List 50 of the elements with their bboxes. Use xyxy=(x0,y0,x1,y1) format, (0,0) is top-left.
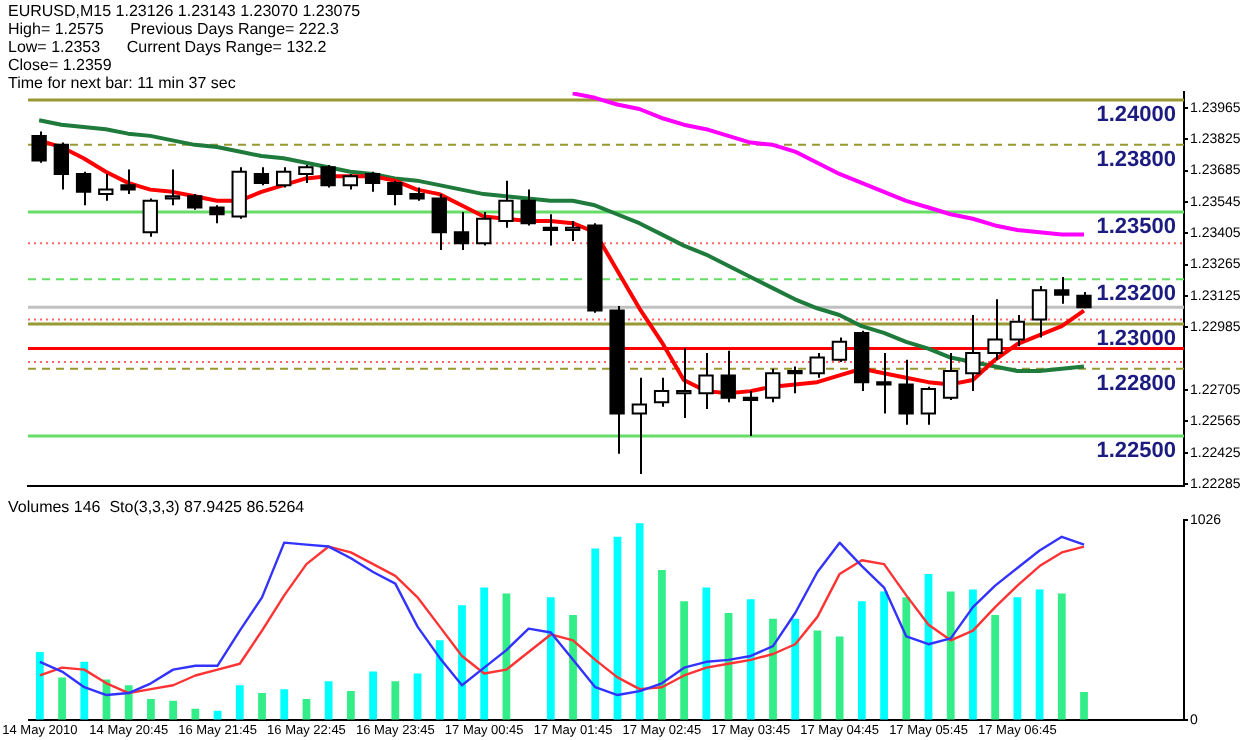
bar xyxy=(658,570,666,720)
ref-line-label: 1.22500 xyxy=(1096,438,1176,463)
bar xyxy=(435,640,444,720)
ref-line-label: 1.23000 xyxy=(1096,327,1176,352)
bar xyxy=(346,691,355,720)
bar xyxy=(480,587,489,720)
bar xyxy=(391,681,400,720)
bar xyxy=(458,605,466,720)
bar xyxy=(191,708,200,720)
bar xyxy=(324,681,333,720)
bar xyxy=(147,698,155,720)
bar xyxy=(124,685,133,720)
bar xyxy=(591,548,600,720)
bar xyxy=(280,689,289,720)
bar xyxy=(80,661,89,720)
bar xyxy=(835,636,844,720)
bar xyxy=(880,591,888,720)
text: Time for next bar: 11 min 37 sec xyxy=(8,74,238,92)
bar xyxy=(769,618,777,720)
ref-line-label: 1.22800 xyxy=(1096,371,1176,396)
text: High= 1.2575 Previous Days Range= 222.3 xyxy=(8,20,341,38)
text: Volumes 146 Sto(3,3,3) 87.9425 86.5264 xyxy=(8,498,305,516)
bar xyxy=(635,523,644,720)
chart-title: EURUSD,M15 1.23126 1.23143 1.23070 1.23075 xyxy=(8,2,361,20)
ref-line-label: 1.23500 xyxy=(1096,215,1176,240)
bar xyxy=(702,587,711,720)
bar xyxy=(258,693,266,720)
bar xyxy=(969,589,977,720)
bar xyxy=(58,677,66,720)
bar xyxy=(169,700,178,720)
bar xyxy=(791,618,800,720)
bar xyxy=(235,685,244,720)
text: Close= 1.2359 xyxy=(8,56,114,74)
bar xyxy=(902,597,911,720)
bar xyxy=(1057,593,1066,720)
bar xyxy=(857,601,866,720)
bar xyxy=(546,597,555,720)
bar xyxy=(1013,597,1022,720)
bar xyxy=(369,671,377,720)
text: Low= 1.2353 Current Days Range= 132.2 xyxy=(8,38,329,56)
ref-line-label: 1.23200 xyxy=(1096,282,1176,307)
bar xyxy=(991,614,1000,720)
ref-line-label: 1.24000 xyxy=(1096,103,1176,128)
bar xyxy=(946,591,955,720)
ref-line-label: 1.23800 xyxy=(1096,147,1176,172)
bar xyxy=(746,599,755,720)
bar xyxy=(569,614,577,720)
bar xyxy=(35,652,44,720)
bar xyxy=(680,601,689,720)
bar xyxy=(1080,691,1088,720)
